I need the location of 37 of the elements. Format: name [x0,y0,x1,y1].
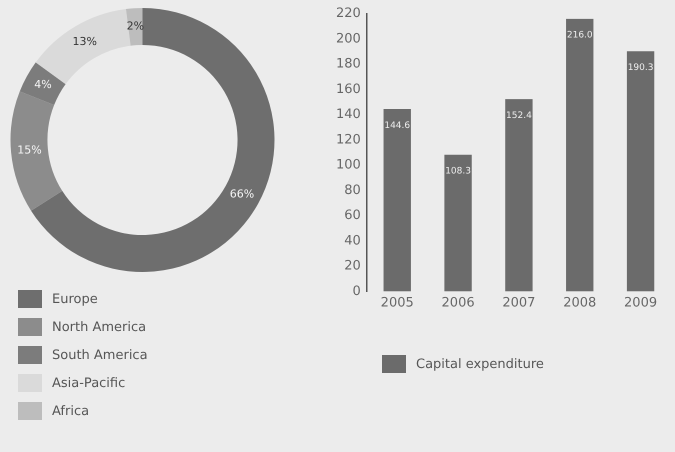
bar [505,99,533,292]
bar [444,154,472,292]
data-label: 15% [17,144,42,157]
legend-label: Europe [52,292,98,306]
data-label: 152.4 [506,110,532,121]
legend-label: Asia-Pacific [52,376,126,390]
x-tick-label: 2007 [502,296,536,311]
data-label: 4% [34,78,52,92]
legend-label: North America [52,320,146,334]
data-label: 108.3 [445,166,471,177]
x-tick-label: 2006 [442,296,475,311]
y-tick-label: 40 [344,233,361,248]
y-tick-label: 220 [336,6,361,22]
bar [566,18,594,292]
y-tick-label: 120 [336,132,361,148]
legend-label: South America [52,348,148,362]
y-tick-label: 100 [336,158,361,173]
y-tick-label: 200 [336,31,361,46]
legend-label: Africa [52,404,90,418]
data-label: 216.0 [566,30,593,41]
y-tick-label: 140 [336,107,361,122]
data-label: 144.6 [384,120,410,131]
x-tick-label: 2005 [380,296,414,311]
data-label: 13% [72,35,97,48]
data-label: 190.3 [628,63,654,74]
y-tick-label: 80 [344,182,361,198]
data-label: 66% [230,188,254,201]
bar [384,108,411,292]
y-tick-label: 0 [352,284,361,299]
y-tick-label: 160 [336,82,361,97]
y-tick-label: 180 [336,56,361,72]
legend-label: Capital expenditure [416,356,544,372]
bar [626,51,654,292]
y-tick-label: 20 [344,258,361,274]
y-tick-label: 60 [344,208,361,224]
x-tick-label: 2009 [624,296,658,311]
x-tick-label: 2008 [563,296,596,311]
